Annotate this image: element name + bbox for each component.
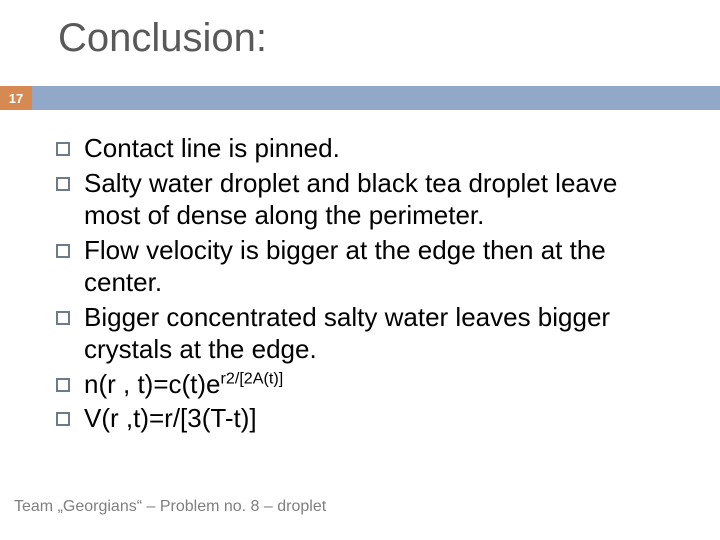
formula-superscript: r2/[2A(t)] [221,369,284,387]
bullet-list: Contact line is pinned. Salty water drop… [48,132,680,435]
list-item: Bigger concentrated salty water leaves b… [48,301,680,366]
content-area: Contact line is pinned. Salty water drop… [48,132,680,437]
bullet-text: V(r ,t)=r/[3(T-t)] [84,403,257,433]
list-item: Contact line is pinned. [48,132,680,165]
bullet-text: Salty water droplet and black tea drople… [84,168,617,231]
slide-title: Conclusion: [58,16,267,61]
page-number-badge: 17 [0,86,32,110]
list-item: n(r , t)=c(t)er2/[2A(t)] [48,368,680,401]
bullet-text: Contact line is pinned. [84,133,340,163]
bullet-text: n(r , t)=c(t)e [84,369,221,399]
bullet-text: Flow velocity is bigger at the edge then… [84,235,606,298]
list-item: Flow velocity is bigger at the edge then… [48,234,680,299]
list-item: Salty water droplet and black tea drople… [48,167,680,232]
list-item: V(r ,t)=r/[3(T-t)] [48,402,680,435]
slide: Conclusion: 17 Contact line is pinned. S… [0,0,720,540]
bullet-text: Bigger concentrated salty water leaves b… [84,302,610,365]
header-bar: 17 [0,86,720,110]
accent-bar [32,86,720,110]
footer-text: Team „Georgians“ – Problem no. 8 – dropl… [14,498,326,516]
